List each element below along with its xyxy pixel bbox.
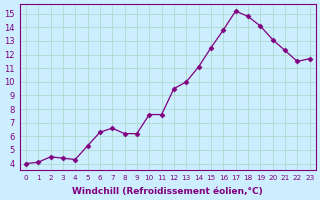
X-axis label: Windchill (Refroidissement éolien,°C): Windchill (Refroidissement éolien,°C) — [72, 187, 263, 196]
